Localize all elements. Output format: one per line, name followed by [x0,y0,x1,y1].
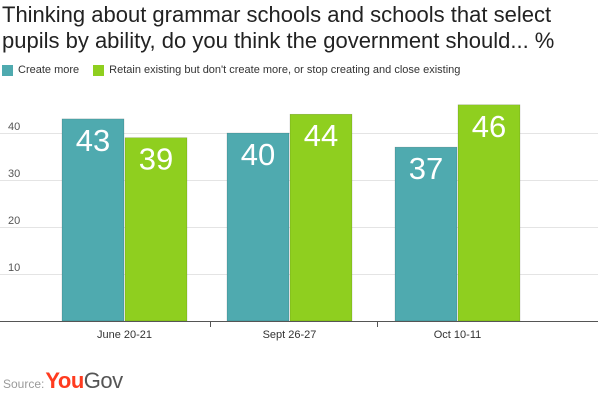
legend-swatch-create-more [2,64,13,76]
chart-title: Thinking about grammar schools and schoo… [2,2,555,53]
bar-series0-0 [61,118,125,322]
data-label-series0-2: 37 [409,151,443,186]
bar-series0-2 [394,146,458,322]
bar-series1-0 [124,137,188,322]
data-label-series1-1: 44 [304,118,338,153]
yougov-logo-you: You [45,368,84,393]
yougov-logo-gov: Gov [83,368,123,393]
bar-series1-2 [457,104,521,322]
legend-item-create-more: Create more [2,64,79,76]
bar-series0-1 [226,132,290,322]
legend-swatch-retain-existing [93,64,105,76]
y-axis: 10 20 30 40 [8,121,20,274]
legend: Create more Retain existing but don't cr… [2,63,474,77]
legend-label-create-more: Create more [18,64,80,76]
y-tick-label-10: 10 [8,262,20,274]
source-credit: Source: YouGov [3,368,123,394]
x-tick-label-0: June 20-21 [97,329,152,341]
y-tick-label-40: 40 [8,121,20,133]
yougov-logo: YouGov [45,368,123,394]
data-label-series1-2: 46 [472,109,506,144]
x-tick-label-2: Oct 10-11 [434,329,482,341]
data-label-series0-1: 40 [241,137,275,172]
x-axis: June 20-21 Sept 26-27 Oct 10-11 [0,321,598,341]
bars: 43 39 40 44 37 46 [61,104,521,322]
y-tick-label-20: 20 [8,215,20,227]
legend-label-retain-existing: Retain existing but don't create more, o… [109,64,461,76]
source-label: Source: [3,377,45,391]
data-label-series0-0: 43 [76,123,110,158]
legend-item-retain-existing: Retain existing but don't create more, o… [93,64,460,76]
y-tick-label-30: 30 [8,168,20,180]
x-tick-label-1: Sept 26-27 [263,329,317,341]
data-label-series1-0: 39 [139,142,173,177]
bar-series1-1 [289,113,353,322]
